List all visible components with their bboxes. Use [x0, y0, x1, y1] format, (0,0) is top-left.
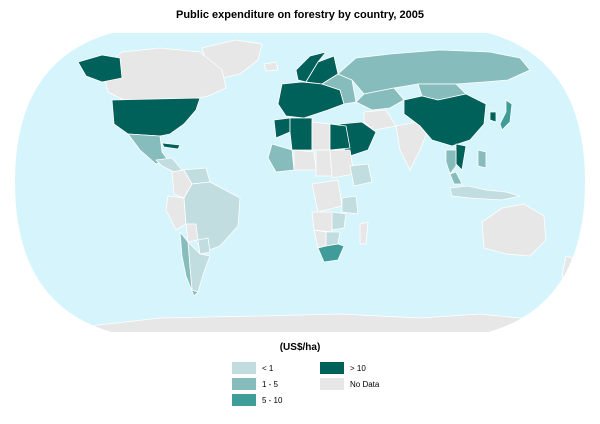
- legend-item-lt1: < 1: [232, 362, 273, 374]
- region-paraguay: [197, 237, 211, 255]
- region-australia: [481, 203, 547, 257]
- legend-swatch-5-10: [232, 394, 256, 406]
- region-japan: [499, 99, 513, 131]
- legend-swatch-lt1: [232, 362, 256, 374]
- region-peru: [165, 195, 187, 231]
- region-zambia: [331, 211, 347, 231]
- region-egypt: [329, 123, 351, 151]
- legend-item-1-5: 1 - 5: [232, 378, 278, 390]
- region-ethiopia: [349, 163, 373, 187]
- region-south-africa: [317, 243, 345, 263]
- region-philippines: [477, 149, 487, 169]
- region-iceland: [263, 61, 279, 72]
- region-madagascar: [359, 221, 369, 245]
- region-tanzania: [341, 195, 359, 215]
- region-china: [403, 93, 487, 147]
- region-chad: [315, 149, 333, 177]
- region-canada: [101, 47, 227, 101]
- legend-swatch-gt10: [320, 362, 344, 374]
- region-western-europe: [277, 81, 345, 119]
- region-antarctica: [59, 313, 561, 332]
- legend-item-gt10: > 10: [320, 362, 366, 374]
- region-united-states: [111, 97, 201, 137]
- region-iran: [363, 109, 397, 131]
- region-thailand: [445, 149, 457, 175]
- region-libya: [311, 121, 331, 151]
- map-title: Public expenditure on forestry by countr…: [176, 9, 424, 21]
- legend-label-gt10: > 10: [350, 363, 366, 373]
- region-south-korea: [489, 111, 497, 123]
- legend-label-5-10: 5 - 10: [262, 395, 283, 405]
- region-niger: [293, 149, 317, 171]
- legend-item-no-data: No Data: [320, 378, 379, 390]
- legend-swatch-no-data: [320, 378, 344, 390]
- region-alaska: [77, 54, 123, 83]
- region-brazil: [183, 181, 241, 253]
- region-indonesia: [449, 185, 521, 201]
- legend-label-lt1: < 1: [262, 363, 274, 373]
- region-chile: [179, 231, 199, 297]
- region-sudan: [329, 149, 355, 179]
- legend-label-1-5: 1 - 5: [262, 379, 279, 389]
- region-algeria: [289, 117, 313, 151]
- region-bolivia: [185, 223, 199, 243]
- legend-swatch-1-5: [232, 378, 256, 390]
- region-angola: [311, 211, 333, 233]
- region-mali: [267, 143, 295, 173]
- legend-label-no-data: No Data: [350, 379, 380, 389]
- region-malaysia: [449, 171, 463, 185]
- region-cuba: [161, 142, 181, 150]
- legend-item-5-10: 5 - 10: [232, 394, 282, 406]
- unit-label: (US$/ha): [279, 342, 321, 353]
